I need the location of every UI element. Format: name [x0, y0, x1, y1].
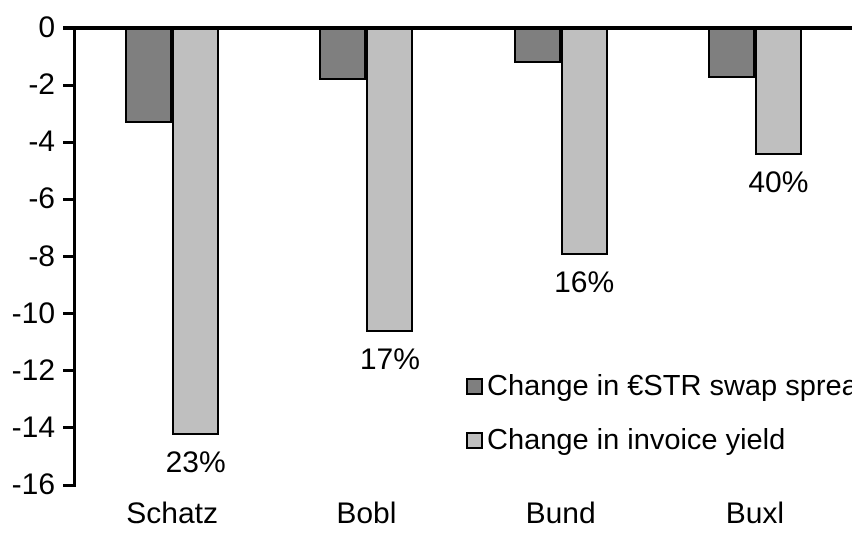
bar-buxl-series-1 — [707, 28, 755, 78]
legend-item-swap-spread: Change in €STR swap spread — [466, 371, 852, 401]
y-axis-tick — [63, 369, 75, 373]
y-axis-tick-label: -6 — [28, 182, 55, 216]
data-label: 40% — [748, 165, 809, 199]
y-axis-tick — [63, 140, 75, 144]
data-label: 17% — [359, 342, 420, 376]
data-label: 16% — [554, 265, 615, 299]
y-axis-tick — [63, 426, 75, 430]
bar-schatz-series-2 — [172, 28, 220, 435]
y-axis-tick-label: -8 — [28, 239, 55, 273]
bar-bobl-series-1 — [319, 28, 367, 81]
data-label: 23% — [165, 445, 226, 479]
bar-schatz-series-1 — [125, 28, 173, 124]
y-axis-tick-label: -2 — [28, 68, 55, 102]
bar-bund-series-1 — [513, 28, 561, 64]
y-axis-tick — [63, 197, 75, 201]
legend-swatch-invoice-yield-icon — [466, 431, 483, 449]
legend-item-invoice-yield: Change in invoice yield — [466, 425, 852, 455]
y-axis-line — [73, 26, 76, 487]
x-axis-line — [63, 26, 852, 30]
y-axis-tick-label: -14 — [11, 410, 55, 444]
legend-label-invoice-yield: Change in invoice yield — [487, 424, 786, 456]
y-axis-tick-label: -16 — [11, 468, 55, 501]
y-axis-tick — [63, 312, 75, 316]
y-axis-tick-label: -12 — [11, 353, 55, 387]
legend: Change in €STR swap spread Change in inv… — [466, 371, 852, 455]
bar-buxl-series-2 — [754, 28, 802, 155]
x-axis-category-label: Schatz — [126, 497, 218, 530]
x-axis-category-label: Bund — [525, 497, 596, 530]
y-axis-tick-label: 0 — [38, 11, 55, 44]
x-axis-category-label: Bobl — [336, 497, 397, 530]
y-axis-tick — [63, 255, 75, 258]
legend-label-swap-spread: Change in €STR swap spread — [487, 370, 852, 402]
y-axis-tick-label: -4 — [28, 125, 55, 159]
x-axis-category-label: Buxl — [725, 497, 785, 530]
y-axis-tick — [63, 83, 75, 87]
y-axis-tick — [63, 483, 75, 487]
bar-bund-series-2 — [560, 28, 608, 255]
bar-bobl-series-2 — [366, 28, 414, 332]
y-axis-tick-label: -10 — [11, 296, 55, 330]
legend-swatch-swap-spread-icon — [466, 377, 483, 395]
